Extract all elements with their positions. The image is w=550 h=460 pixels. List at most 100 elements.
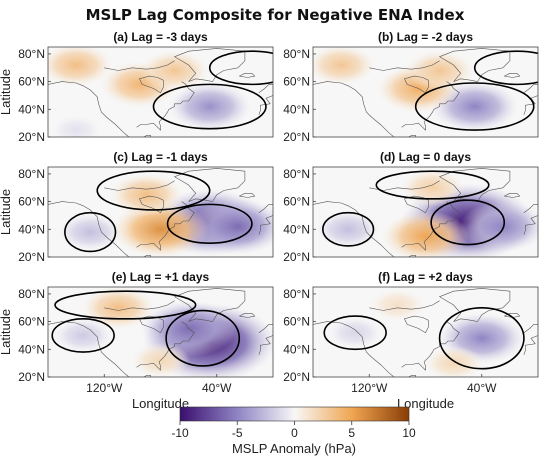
y-tick-label: 80°N: [283, 47, 310, 61]
y-tick-label: 20°N: [283, 130, 310, 144]
panel-5: (f) Lag = +2 days 80°N 60°N 40°N 20°N 120°W 40…: [283, 270, 539, 411]
coastline: [239, 193, 256, 198]
coastline: [523, 204, 538, 213]
panel-3: (d) Lag = 0 days 80°N 60°N 40°N 20°N: [283, 150, 539, 264]
anomaly-blob: [48, 47, 113, 87]
y-tick-label: 60°N: [18, 195, 45, 209]
coastline: [408, 255, 417, 257]
panel-title: (a) Lag = -3 days: [113, 30, 208, 44]
coastline: [104, 300, 175, 311]
contour-line: [438, 306, 525, 370]
y-tick-label: 80°N: [283, 287, 310, 301]
y-tick-label: 20°N: [283, 370, 310, 384]
panel-title: (d) Lag = 0 days: [380, 150, 471, 164]
coastline: [239, 73, 256, 78]
coastline: [313, 321, 395, 377]
y-tick-label: 20°N: [18, 250, 45, 264]
colorbar: -10 -5 0 5 10 MSLP Anomaly (hPa): [171, 406, 416, 456]
contour-line: [414, 82, 535, 131]
panel-4: (e) Lag = +1 days 80°N 60°N 40°N 20°N 120°W 40…: [0, 270, 274, 411]
anomaly-blob: [109, 173, 183, 217]
anomaly-blob: [327, 316, 383, 349]
y-tick-label: 40°N: [18, 222, 45, 236]
contour-line: [375, 170, 490, 200]
colorbar-tick-label: 0: [291, 426, 298, 440]
x-axis-label: Longitude: [132, 396, 189, 411]
coastline: [143, 375, 152, 377]
y-tick-label: 80°N: [18, 287, 45, 301]
coastline: [258, 215, 273, 235]
coastline: [504, 73, 521, 78]
anomaly-blob: [168, 82, 251, 131]
y-tick-label: 80°N: [283, 167, 310, 181]
contour-line: [323, 315, 387, 351]
colorbar-tick-label: -10: [171, 426, 189, 440]
contour-line: [473, 50, 538, 86]
coastline: [401, 321, 460, 371]
y-tick-label: 60°N: [18, 75, 45, 89]
coastline: [369, 60, 440, 71]
coastline: [523, 84, 538, 93]
contour-line: [96, 170, 211, 211]
coastline: [258, 204, 273, 213]
y-tick-label: 20°N: [283, 250, 310, 264]
coastline: [408, 135, 417, 137]
y-tick-label: 60°N: [18, 315, 45, 329]
panel-title: (e) Lag = +1 days: [112, 270, 210, 284]
panel-frame: [312, 46, 539, 138]
contour-line: [208, 50, 273, 86]
panel-frame: [47, 166, 274, 258]
contour-line: [152, 83, 267, 130]
y-axis-label: Latitude: [0, 189, 13, 235]
anomaly-blob: [313, 47, 376, 86]
coastline: [104, 180, 175, 191]
coastline: [138, 195, 164, 214]
coastline: [173, 288, 246, 322]
y-tick-label: 60°N: [283, 315, 310, 329]
y-tick-label: 40°N: [18, 102, 45, 116]
y-tick-label: 80°N: [18, 167, 45, 181]
coastline: [401, 81, 460, 131]
coastline: [258, 335, 273, 355]
contour-line: [64, 211, 117, 253]
contour-line: [166, 203, 253, 244]
coastline: [173, 168, 246, 202]
panel-title: (f) Lag = +2 days: [378, 270, 473, 284]
colorbar-label: MSLP Anomaly (hPa): [232, 441, 356, 456]
y-tick-label: 40°N: [283, 222, 310, 236]
x-tick-label: 40°W: [467, 381, 497, 395]
colorbar-tick-label: 10: [402, 426, 416, 440]
coastline: [438, 48, 511, 82]
coastline: [438, 288, 511, 322]
x-tick-label: 40°W: [202, 381, 232, 395]
contour-line: [165, 309, 241, 367]
anomaly-blob: [51, 115, 102, 137]
coastline: [313, 201, 395, 257]
contour-line: [322, 211, 375, 247]
y-axis-label: Latitude: [0, 309, 13, 355]
coastline: [138, 75, 164, 94]
x-tick-label: 120°W: [86, 381, 123, 395]
coastline: [258, 324, 273, 333]
colorbar-tick-label: -5: [232, 426, 243, 440]
coastline: [403, 75, 429, 94]
panel-frame: [47, 286, 274, 378]
anomaly-blob: [400, 169, 465, 207]
y-tick-label: 80°N: [18, 47, 45, 61]
anomaly-blob: [459, 201, 538, 253]
anomaly-blob: [382, 210, 469, 257]
coastline: [523, 215, 538, 235]
panel-frame: [312, 286, 539, 378]
panel-title: (b) Lag = -2 days: [378, 30, 473, 44]
coastline: [173, 48, 246, 82]
y-tick-label: 40°N: [18, 342, 45, 356]
coastline: [136, 81, 195, 131]
anomaly-blob: [53, 318, 113, 353]
coastline: [313, 81, 395, 137]
panel-1: (b) Lag = -2 days 80°N 60°N 40°N 20°N: [283, 30, 539, 144]
coastline: [239, 313, 256, 318]
y-tick-label: 60°N: [283, 195, 310, 209]
y-tick-label: 40°N: [283, 342, 310, 356]
coastline: [136, 321, 195, 371]
y-tick-label: 20°N: [18, 130, 45, 144]
